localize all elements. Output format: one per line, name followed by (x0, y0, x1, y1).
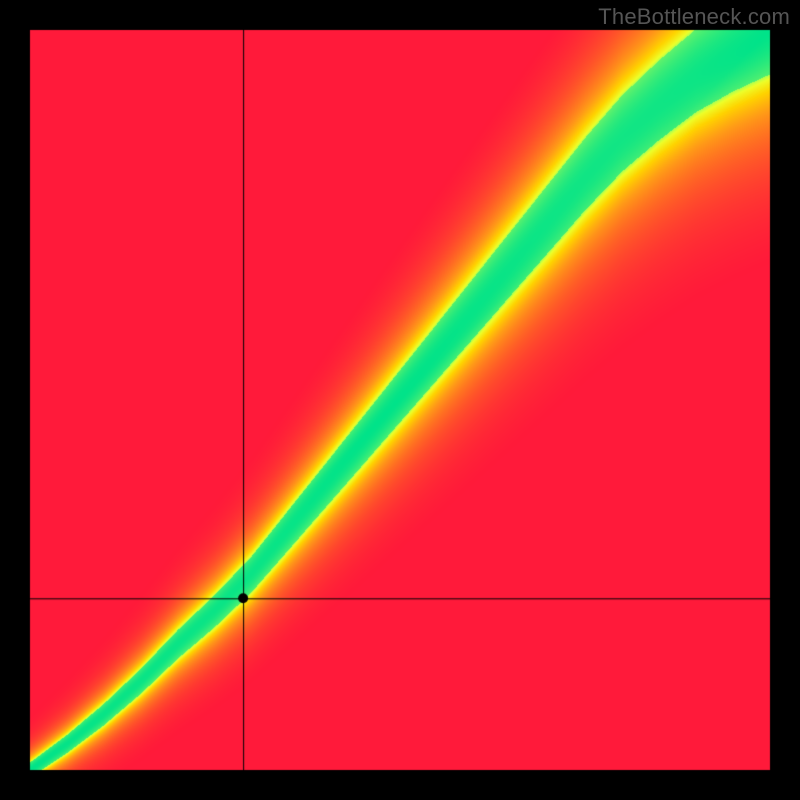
bottleneck-heatmap-canvas (0, 0, 800, 800)
chart-container: TheBottleneck.com (0, 0, 800, 800)
watermark-text: TheBottleneck.com (598, 4, 790, 30)
